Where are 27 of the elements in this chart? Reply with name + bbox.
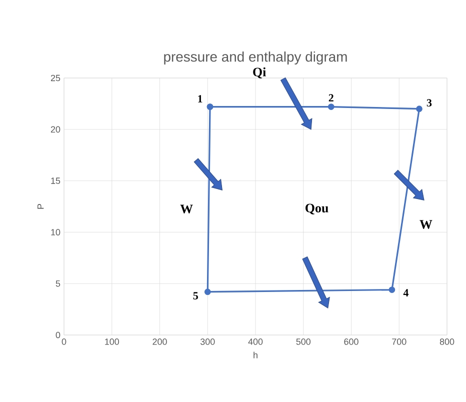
x-tick-label: 100 (105, 338, 120, 345)
x-tick-label: 200 (152, 338, 167, 345)
annotation: Qi (253, 67, 266, 78)
annotation: 1 (198, 95, 202, 102)
y-axis-title: P (37, 204, 44, 209)
x-tick-label: 800 (440, 338, 454, 345)
annotation: W (420, 220, 432, 229)
chart-title: pressure and enthalpy digram (164, 52, 347, 64)
x-tick-label: 600 (344, 338, 358, 345)
y-tick-label: 0 (56, 332, 60, 338)
x-tick-label: 0 (62, 338, 66, 345)
annotation: W (180, 204, 193, 214)
x-axis-title: h (254, 352, 258, 358)
annotation: 3 (426, 99, 432, 107)
x-tick-label: 700 (392, 338, 406, 345)
y-tick-label: 5 (56, 280, 60, 287)
x-tick-label: 300 (200, 338, 215, 345)
annotation: 5 (193, 292, 198, 300)
annotation: 4 (403, 289, 408, 296)
y-tick-label: 10 (51, 229, 60, 236)
annotation: 2 (328, 94, 334, 102)
x-tick-label: 400 (248, 338, 263, 345)
y-tick-label: 15 (51, 178, 60, 184)
x-tick-label: 500 (296, 338, 311, 345)
y-tick-label: 20 (50, 126, 60, 133)
y-tick-label: 25 (50, 74, 60, 82)
annotation: Qou (306, 204, 328, 214)
